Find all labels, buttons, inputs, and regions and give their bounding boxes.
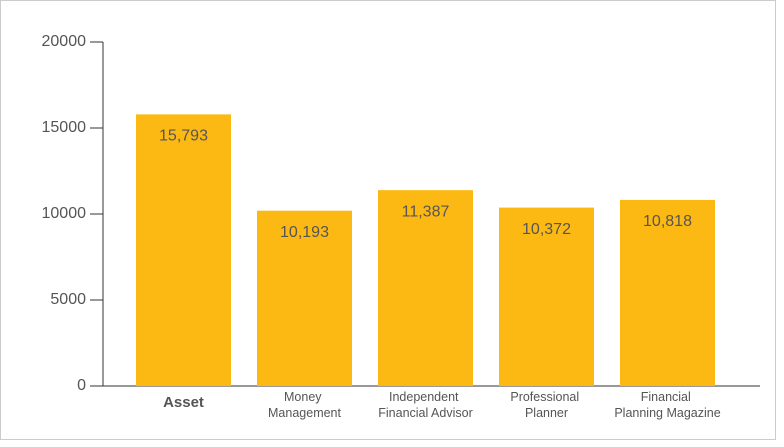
- value-label: 15,793: [159, 128, 208, 145]
- bar: [620, 199, 715, 386]
- y-tick-label: 10000: [42, 205, 87, 222]
- bar: [136, 114, 231, 386]
- x-tick-label: Asset: [163, 394, 204, 411]
- x-tick-label: Independent Financial Advisor: [378, 390, 473, 420]
- y-tick-label: 15000: [42, 119, 87, 136]
- x-tick-label: Money Management: [268, 390, 341, 420]
- x-tick-label: Financial Planning Magazine: [614, 390, 720, 420]
- x-tick-label: Professional Planner: [510, 390, 582, 420]
- y-tick-label: 0: [77, 377, 86, 394]
- value-label: 11,387: [402, 203, 450, 220]
- chart-border: [0, 0, 776, 440]
- bar: [499, 207, 594, 386]
- y-tick-label: 20000: [42, 33, 87, 50]
- y-tick-label: 5000: [50, 291, 86, 308]
- bar: [378, 190, 473, 386]
- bar: [257, 210, 352, 386]
- value-label: 10,372: [522, 221, 571, 238]
- value-label: 10,193: [280, 224, 329, 241]
- value-label: 10,818: [643, 213, 692, 230]
